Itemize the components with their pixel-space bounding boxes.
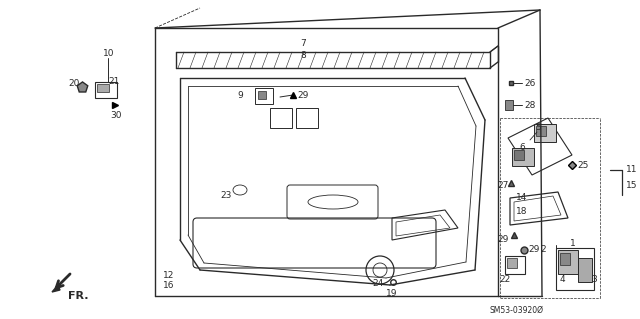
- Text: 10: 10: [103, 49, 115, 58]
- Text: 25: 25: [577, 160, 588, 169]
- Text: 9: 9: [237, 92, 243, 100]
- Text: 18: 18: [516, 207, 527, 217]
- Text: 11: 11: [626, 166, 637, 174]
- Polygon shape: [52, 285, 60, 292]
- Text: 19: 19: [386, 288, 397, 298]
- Text: FR.: FR.: [68, 291, 88, 301]
- Text: 29: 29: [297, 91, 308, 100]
- Text: 27: 27: [497, 181, 508, 189]
- Text: 24: 24: [372, 279, 383, 288]
- Text: 3: 3: [591, 276, 596, 285]
- Text: 16: 16: [163, 280, 175, 290]
- Bar: [512, 148, 534, 166]
- Text: 30: 30: [110, 110, 122, 120]
- Text: 21: 21: [108, 77, 120, 85]
- Text: 15: 15: [626, 181, 637, 189]
- Bar: [95, 82, 117, 98]
- Text: 1: 1: [570, 240, 576, 249]
- Bar: [514, 150, 524, 160]
- Text: 12: 12: [163, 271, 174, 280]
- Bar: [270, 108, 292, 128]
- Text: 29: 29: [528, 246, 540, 255]
- Text: 28: 28: [524, 100, 536, 109]
- Bar: [507, 258, 517, 268]
- Bar: [505, 256, 525, 274]
- Bar: [578, 258, 592, 282]
- Text: 22: 22: [499, 276, 510, 285]
- Text: 8: 8: [300, 50, 306, 60]
- Text: 5: 5: [535, 122, 541, 131]
- Bar: [534, 124, 556, 142]
- Bar: [296, 108, 318, 128]
- Bar: [558, 250, 578, 274]
- Text: 26: 26: [524, 78, 536, 87]
- Bar: [536, 126, 546, 136]
- Text: 20: 20: [68, 78, 79, 87]
- Bar: [255, 88, 273, 104]
- Bar: [560, 253, 570, 265]
- Text: 4: 4: [560, 276, 566, 285]
- Bar: [556, 248, 594, 290]
- Bar: [505, 100, 513, 110]
- Text: 14: 14: [516, 194, 527, 203]
- Text: 7: 7: [300, 39, 306, 48]
- Bar: [258, 91, 266, 99]
- Text: 23: 23: [220, 191, 232, 201]
- Text: 6: 6: [519, 144, 525, 152]
- Text: 29: 29: [497, 235, 508, 244]
- Bar: [97, 84, 109, 92]
- Text: 2: 2: [540, 246, 546, 255]
- Text: SM53-03920Ø: SM53-03920Ø: [490, 306, 544, 315]
